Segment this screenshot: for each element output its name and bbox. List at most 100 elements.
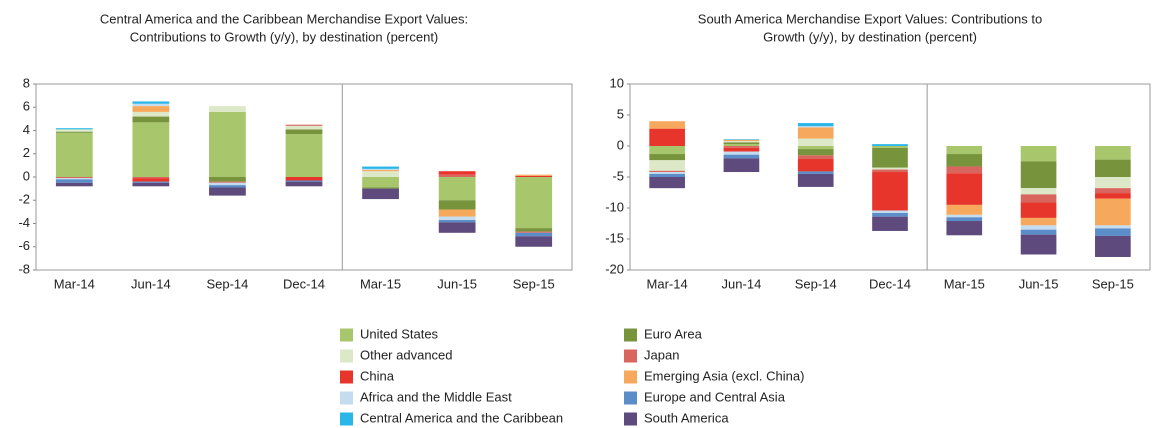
bar-segment xyxy=(946,166,983,174)
x-tick-label: Dec-14 xyxy=(869,276,911,291)
legend-swatch xyxy=(624,391,637,405)
bar-segment xyxy=(1095,198,1131,226)
plot-frame xyxy=(629,83,1151,271)
bar-segment xyxy=(649,128,685,146)
bar-segment xyxy=(132,122,170,177)
bar-segment xyxy=(872,210,908,213)
bar-segment xyxy=(872,144,908,146)
bar-segment xyxy=(946,204,983,215)
legend-swatch xyxy=(340,412,353,426)
legend-label: South America xyxy=(644,410,729,425)
bar-segment xyxy=(649,177,685,189)
bar-segment xyxy=(872,172,908,211)
bar-segment xyxy=(1095,188,1131,194)
plot-frame xyxy=(35,83,573,271)
bar-segment xyxy=(209,182,246,186)
bar-segment xyxy=(946,154,983,167)
y-tick-label: -10 xyxy=(605,199,624,214)
chart-title: Contributions to Growth (y/y), by destin… xyxy=(130,29,439,44)
bar-segment xyxy=(723,139,760,140)
bar-segment xyxy=(285,133,323,177)
chart-title: Central America and the Caribbean Mercha… xyxy=(100,11,468,26)
legend-label: Japan xyxy=(644,347,679,362)
bar-segment xyxy=(132,116,170,123)
bar-segment xyxy=(649,160,685,171)
y-tick-label: 2 xyxy=(23,145,30,160)
x-tick-label: Jun-15 xyxy=(437,276,477,291)
bar-segment xyxy=(362,168,399,171)
bar-segment xyxy=(1020,188,1057,195)
legend-label: Central America and the Caribbean xyxy=(360,410,563,425)
x-tick-label: Sep-14 xyxy=(795,276,837,291)
bar-segment xyxy=(946,217,983,222)
y-tick-label: -15 xyxy=(605,230,624,245)
bar-segment xyxy=(209,111,246,177)
legend-swatch xyxy=(340,349,353,363)
bar-segment xyxy=(55,179,93,183)
bar-segment xyxy=(872,216,908,231)
bar-segment xyxy=(438,216,476,221)
x-tick-label: Sep-14 xyxy=(206,276,248,291)
legend-swatch xyxy=(624,370,637,384)
bar-segment xyxy=(285,181,323,187)
bar-segment xyxy=(797,126,834,128)
bar-segment xyxy=(362,171,399,177)
bar-segment xyxy=(515,175,553,177)
legend-swatch xyxy=(624,328,637,342)
bar-segment xyxy=(1020,217,1057,226)
bar-segment xyxy=(1020,146,1057,162)
bar-segment xyxy=(797,149,834,156)
bar-segment xyxy=(649,170,685,173)
bar-segment xyxy=(872,147,908,168)
y-tick-label: -6 xyxy=(18,238,30,253)
bar-segment xyxy=(438,177,476,201)
y-tick-label: -20 xyxy=(605,261,624,276)
bar-segment xyxy=(872,169,908,173)
x-tick-label: Sep-15 xyxy=(513,276,555,291)
bar-segment xyxy=(797,171,834,174)
bar-segment xyxy=(132,103,170,107)
legend-swatch xyxy=(340,328,353,342)
y-tick-label: 5 xyxy=(617,106,624,121)
bar-segment xyxy=(515,231,553,233)
bar-segment xyxy=(209,106,246,112)
bar-segment xyxy=(1020,202,1057,218)
bar-segment xyxy=(438,222,476,233)
bar-segment xyxy=(797,159,834,172)
bar-segment xyxy=(649,172,685,174)
x-tick-label: Jun-14 xyxy=(722,276,762,291)
legend-label: Other advanced xyxy=(360,347,453,362)
chart-title: South America Merchandise Export Values:… xyxy=(698,11,1042,26)
bar-segment xyxy=(797,123,834,127)
x-tick-label: Mar-15 xyxy=(360,276,401,291)
legend-label: Europe and Central Asia xyxy=(644,389,786,404)
bar-segment xyxy=(797,173,834,187)
x-tick-label: Jun-14 xyxy=(131,276,171,291)
bar-segment xyxy=(797,155,834,160)
legend-label: Euro Area xyxy=(644,326,703,341)
y-tick-label: -8 xyxy=(18,261,30,276)
bar-segment xyxy=(723,141,760,143)
bar-segment xyxy=(362,177,399,188)
bar-segment xyxy=(362,188,399,200)
bar-segment xyxy=(946,173,983,205)
bar-segment xyxy=(723,142,760,145)
bar-segment xyxy=(1095,159,1131,177)
x-tick-label: Dec-14 xyxy=(283,276,325,291)
bar-segment xyxy=(723,147,760,152)
bar-segment xyxy=(1095,235,1131,257)
bar-segment xyxy=(1095,225,1131,229)
x-tick-label: Sep-15 xyxy=(1092,276,1134,291)
bar-segment xyxy=(515,177,553,229)
bar-segment xyxy=(1095,146,1131,160)
bar-segment xyxy=(55,132,93,177)
y-tick-label: -2 xyxy=(18,192,30,207)
bar-segment xyxy=(132,106,170,112)
bar-segment xyxy=(132,111,170,117)
y-tick-label: -5 xyxy=(612,168,624,183)
x-tick-label: Jun-15 xyxy=(1019,276,1059,291)
bar-segment xyxy=(515,174,553,176)
bar-segment xyxy=(797,146,834,150)
bar-segment xyxy=(362,187,399,189)
bar-segment xyxy=(209,177,246,182)
